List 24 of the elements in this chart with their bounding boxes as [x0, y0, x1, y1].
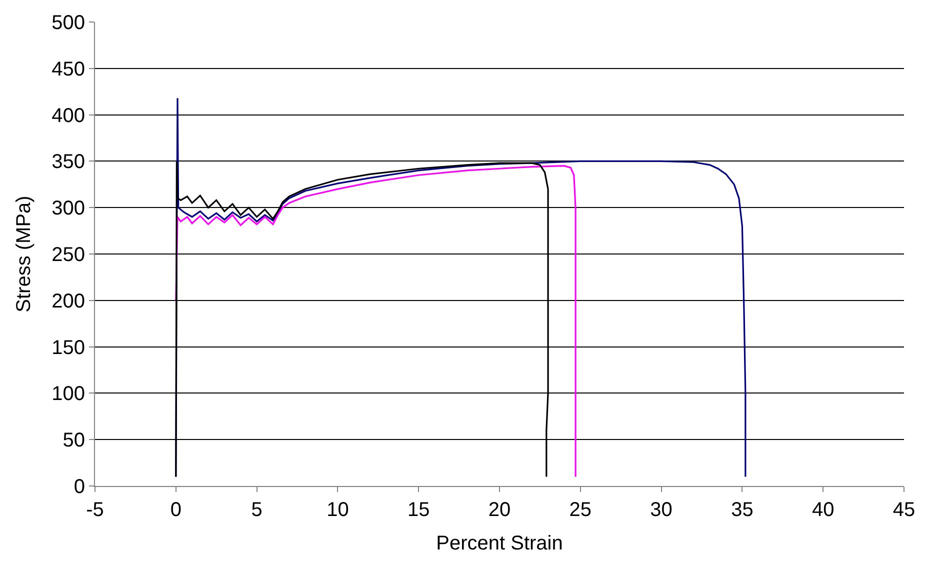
- y-tick-label: 250: [52, 244, 85, 266]
- x-tick-label: 5: [251, 499, 262, 521]
- x-tick-label: 0: [170, 499, 182, 521]
- x-tick-label: -5: [86, 499, 104, 521]
- x-tick-label: 20: [488, 499, 511, 521]
- x-tick-label: 15: [407, 499, 430, 521]
- y-tick-label: 150: [52, 336, 85, 359]
- y-tick-label: 400: [52, 104, 85, 127]
- y-tick-label: 300: [52, 198, 85, 220]
- y-tick-label: 500: [52, 12, 85, 34]
- x-tick-label: 40: [812, 499, 834, 521]
- x-axis-title: Percent Strain: [436, 532, 563, 554]
- y-tick-label: 0: [74, 476, 85, 498]
- x-tick-label: 45: [892, 499, 916, 521]
- y-tick-label: 100: [52, 383, 85, 406]
- y-tick-label: 50: [62, 430, 85, 452]
- x-tick-label: 30: [650, 499, 672, 521]
- x-tick-label: 35: [731, 499, 754, 521]
- x-tick-label: 10: [326, 499, 349, 521]
- y-tick-label: 350: [52, 151, 85, 174]
- y-tick-label: 450: [52, 58, 85, 80]
- y-tick-label: 200: [52, 290, 85, 312]
- y-axis-title: Stress (MPa): [13, 196, 36, 312]
- x-tick-label: 25: [569, 499, 592, 521]
